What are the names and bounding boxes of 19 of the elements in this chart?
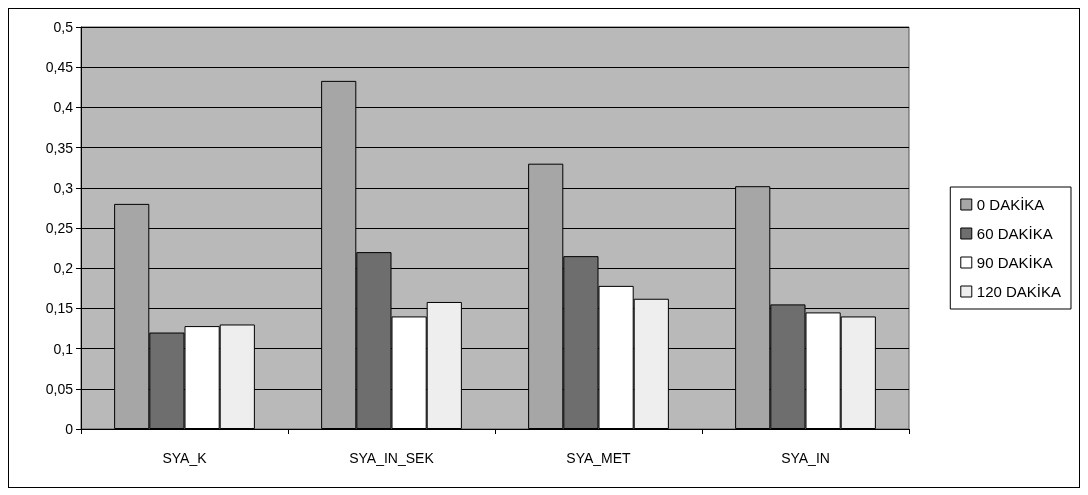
y-tick-label: 0,15 <box>45 300 74 317</box>
y-tick-label: 0 <box>65 421 74 437</box>
x-tick-label: SYA_IN_SEK <box>349 450 435 466</box>
y-tick-label: 0,1 <box>53 340 74 357</box>
legend-label: 60 DAKİKA <box>976 225 1053 242</box>
x-tick-label: SYA_K <box>162 450 208 466</box>
y-tick-label: 0,3 <box>53 179 74 196</box>
y-tick-label: 0,4 <box>53 99 74 116</box>
legend-label: 0 DAKİKA <box>976 196 1045 213</box>
y-tick-label: 0,2 <box>53 260 74 277</box>
y-tick-label: 0,25 <box>45 220 74 236</box>
legend-label: 90 DAKİKA <box>976 254 1053 271</box>
y-tick-label: 0,5 <box>53 19 74 35</box>
y-tick-label: 0,05 <box>45 380 74 397</box>
y-tick-label: 0,35 <box>45 139 74 156</box>
y-tick-label: 0,45 <box>45 59 74 76</box>
x-tick-label: SYA_MET <box>566 450 632 466</box>
legend-label: 120 DAKİKA <box>976 283 1061 300</box>
x-tick-label: SYA_IN <box>781 450 830 466</box>
